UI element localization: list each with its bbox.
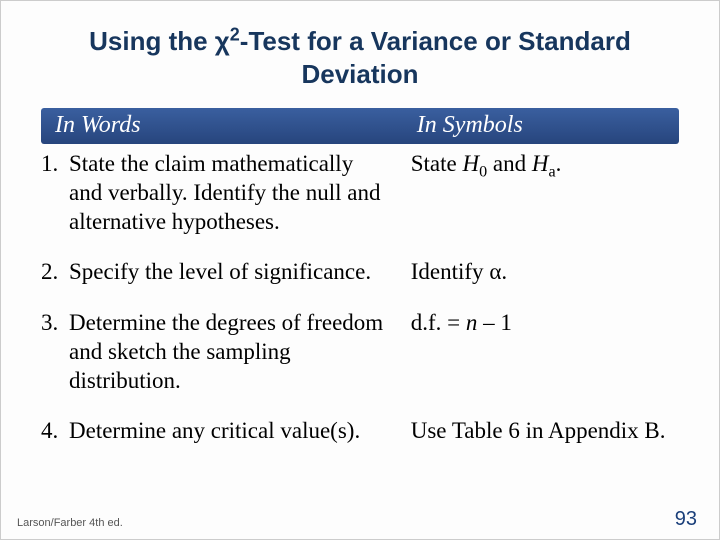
column-header-band: In Words In Symbols xyxy=(41,108,679,144)
sym-h: H xyxy=(532,151,549,176)
step-words: Determine any critical value(s). xyxy=(69,417,401,446)
sym-sub: 0 xyxy=(479,164,487,181)
step-words: Determine the degrees of freedom and ske… xyxy=(69,309,401,395)
sym-text: d.f. = xyxy=(411,310,466,335)
step-row: Determine the degrees of freedom and ske… xyxy=(41,309,679,395)
step-symbols: Identify α. xyxy=(401,258,679,287)
title-superscript: 2 xyxy=(230,24,240,44)
step-words: Specify the level of significance. xyxy=(69,258,401,287)
step-row: Determine any critical value(s). Use Tab… xyxy=(41,417,679,446)
chi-symbol: χ xyxy=(215,26,230,56)
sym-text: and xyxy=(487,151,532,176)
sym-text: – 1 xyxy=(477,310,512,335)
sym-n: n xyxy=(466,310,478,335)
sym-text: . xyxy=(501,259,507,284)
title-pre: Using the xyxy=(89,26,215,56)
sym-text: . xyxy=(556,151,562,176)
steps-list: State the claim mathematically and verba… xyxy=(41,150,679,446)
step-symbols: d.f. = n – 1 xyxy=(401,309,679,395)
footer-attribution: Larson/Farber 4th ed. xyxy=(17,517,123,529)
alpha-symbol: α xyxy=(489,259,501,284)
step-symbols: Use Table 6 in Appendix B. xyxy=(401,417,679,446)
header-in-words: In Words xyxy=(55,112,409,139)
sym-sub: a xyxy=(549,164,556,181)
step-row: State the claim mathematically and verba… xyxy=(41,150,679,236)
title-post: -Test for a Variance or Standard Deviati… xyxy=(240,26,631,89)
sym-h: H xyxy=(463,151,480,176)
header-in-symbols: In Symbols xyxy=(409,112,665,139)
step-symbols: State H0 and Ha. xyxy=(401,150,679,236)
slide-title: Using the χ2-Test for a Variance or Stan… xyxy=(41,25,679,90)
step-words: State the claim mathematically and verba… xyxy=(69,150,401,236)
sym-text: Identify xyxy=(411,259,490,284)
page-number: 93 xyxy=(675,508,697,531)
sym-text: State xyxy=(411,151,463,176)
step-row: Specify the level of significance. Ident… xyxy=(41,258,679,287)
